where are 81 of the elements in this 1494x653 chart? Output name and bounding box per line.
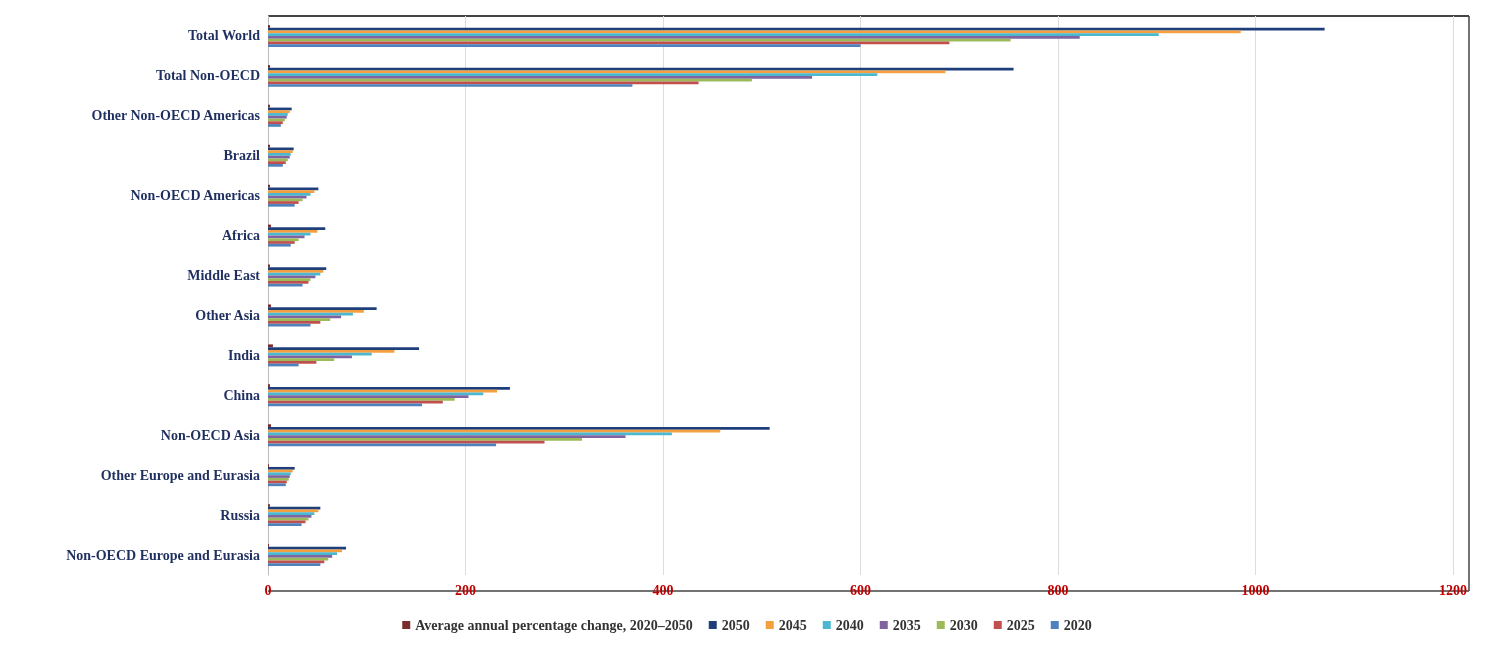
bar bbox=[268, 232, 311, 236]
y-tick-label: Other Europe and Eurasia bbox=[100, 467, 260, 483]
bar bbox=[268, 438, 583, 441]
bar bbox=[268, 192, 311, 196]
bar bbox=[268, 360, 317, 364]
x-tick-label: 1000 bbox=[1241, 582, 1270, 598]
bar bbox=[268, 70, 946, 74]
bar bbox=[268, 563, 321, 567]
legend-label: 2025 bbox=[1006, 617, 1035, 633]
bar bbox=[268, 395, 469, 399]
bar bbox=[268, 389, 498, 393]
bar bbox=[268, 387, 510, 390]
bar bbox=[268, 355, 352, 359]
bar bbox=[268, 75, 813, 79]
x-tick-label: 800 bbox=[1047, 582, 1069, 598]
bar bbox=[268, 81, 699, 85]
bar bbox=[268, 424, 271, 428]
bar bbox=[268, 230, 318, 233]
legend-label: 2040 bbox=[835, 617, 864, 633]
x-tick-label: 600 bbox=[850, 582, 871, 598]
y-tick-label: China bbox=[223, 387, 260, 403]
bar bbox=[268, 238, 299, 242]
bar bbox=[268, 84, 633, 87]
bar bbox=[268, 344, 273, 348]
legend-label: 2020 bbox=[1063, 617, 1092, 633]
x-tick-label: 400 bbox=[652, 582, 674, 598]
y-tick-label: India bbox=[228, 347, 260, 363]
bar bbox=[268, 307, 377, 310]
legend-label: Average annual percentage change, 2020–2050 bbox=[415, 617, 693, 633]
y-tick-label: Other Non-OECD Americas bbox=[91, 108, 261, 124]
y-tick-label: Other Asia bbox=[195, 307, 260, 323]
bar bbox=[268, 241, 295, 244]
bar bbox=[268, 552, 338, 556]
bar bbox=[268, 429, 721, 433]
bar bbox=[268, 203, 295, 207]
y-tick-label: Non-OECD Americas bbox=[130, 188, 261, 204]
bar bbox=[268, 555, 333, 558]
y-tick-label: Middle East bbox=[187, 268, 261, 284]
legend-label: 2045 bbox=[778, 617, 807, 633]
bar bbox=[268, 198, 303, 202]
bar bbox=[268, 427, 770, 430]
bar bbox=[268, 283, 303, 287]
bar bbox=[268, 227, 326, 231]
legend-label: 2035 bbox=[892, 617, 921, 633]
y-tick-label: Total World bbox=[188, 28, 261, 44]
bar bbox=[268, 435, 626, 438]
bar bbox=[268, 35, 1080, 39]
bar bbox=[268, 315, 342, 319]
bar bbox=[268, 190, 315, 193]
bar bbox=[268, 30, 1241, 34]
bar bbox=[268, 523, 302, 527]
x-tick-label: 1200 bbox=[1439, 582, 1467, 598]
bar bbox=[268, 349, 395, 353]
bar bbox=[268, 347, 420, 350]
y-tick-label: Russia bbox=[220, 507, 260, 523]
bar bbox=[268, 557, 329, 561]
bar bbox=[268, 304, 271, 308]
y-tick-label: Africa bbox=[221, 228, 260, 244]
bar bbox=[268, 33, 1159, 36]
legend-label: 2030 bbox=[949, 617, 978, 633]
bar bbox=[268, 187, 319, 191]
bar bbox=[268, 44, 861, 47]
bar bbox=[268, 400, 443, 404]
bar bbox=[268, 398, 455, 401]
bar bbox=[268, 73, 878, 76]
x-tick-label: 200 bbox=[455, 582, 476, 598]
y-tick-label: Brazil bbox=[223, 148, 261, 164]
y-tick-label: Non-OECD Europe and Eurasia bbox=[66, 547, 260, 563]
x-tick-label: 0 bbox=[264, 582, 272, 598]
bar bbox=[268, 443, 497, 447]
bar bbox=[268, 358, 335, 361]
bar bbox=[268, 41, 950, 45]
y-tick-label: Non-OECD Asia bbox=[160, 427, 260, 443]
bar bbox=[268, 243, 291, 247]
bar bbox=[268, 309, 364, 313]
bar bbox=[268, 320, 321, 324]
bar bbox=[268, 201, 299, 204]
legend-label: 2050 bbox=[721, 617, 750, 633]
y-tick-label: Total Non-OECD bbox=[155, 68, 260, 84]
bar bbox=[268, 318, 331, 321]
bar bbox=[268, 546, 347, 550]
